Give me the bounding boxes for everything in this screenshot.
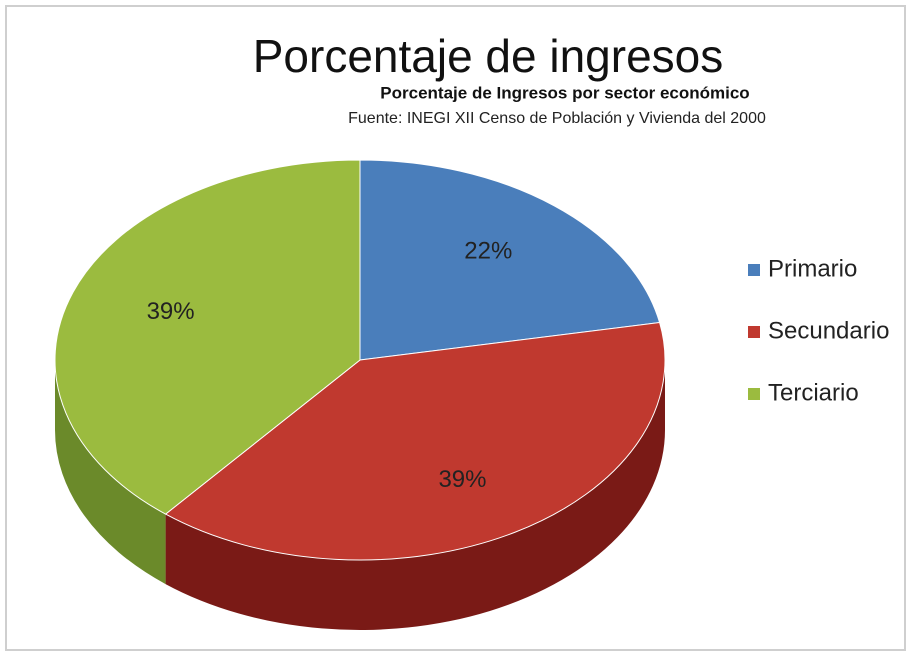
chart-title: Porcentaje de ingresos (253, 30, 724, 82)
data-label: 22% (464, 237, 512, 264)
chart-subtitle: Porcentaje de Ingresos por sector económ… (380, 83, 749, 102)
pie-slice (54, 159, 361, 515)
chart-source: Fuente: INEGI XII Censo de Población y V… (348, 110, 766, 127)
pie-slice (359, 159, 661, 361)
pie-slice (164, 321, 666, 561)
legend-label: Primario (768, 255, 857, 282)
pie-side (165, 360, 665, 630)
data-label: 39% (438, 466, 486, 493)
pie-side (55, 360, 166, 585)
data-label: 39% (147, 298, 195, 325)
legend-label: Terciario (768, 379, 859, 406)
legend-swatch (748, 388, 760, 400)
legend-swatch (748, 264, 760, 276)
legend-label: Secundario (768, 317, 889, 344)
legend-swatch (748, 326, 760, 338)
